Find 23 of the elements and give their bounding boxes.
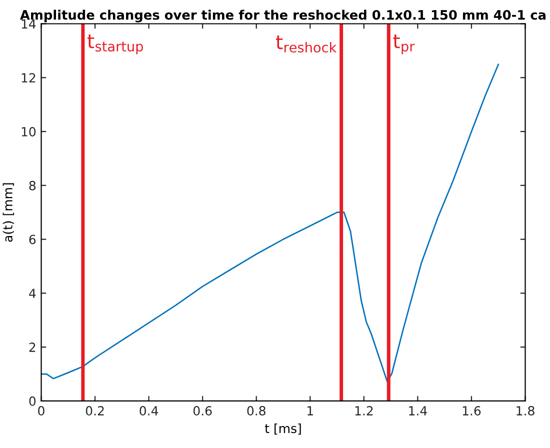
x-tick-label: 1.6	[462, 406, 481, 416]
x-tick-label: 1.8	[516, 406, 534, 416]
y-axis-title: a(t) [mm]	[2, 183, 14, 242]
y-tick-label: 0	[29, 396, 36, 406]
ref-line-label: t$_{pr}$	[393, 34, 415, 54]
x-tick-label: 1.2	[355, 406, 373, 416]
ref-line-label: t$_{startup}$	[87, 34, 143, 54]
x-tick-label: 1.4	[409, 406, 427, 416]
x-tick-label: 0.2	[86, 406, 104, 416]
y-tick-label: 8	[29, 180, 36, 190]
y-tick-label: 12	[22, 73, 36, 82]
y-tick-label: 6	[29, 234, 36, 244]
ref-line-label: t$_{reshock}$	[276, 35, 337, 53]
line-series	[41, 64, 500, 383]
y-tick-label: 2	[29, 342, 36, 352]
x-tick-label: 0.8	[247, 406, 266, 416]
x-tick-label: 0.6	[193, 406, 212, 416]
x-tick-label: 1	[308, 406, 313, 416]
x-axis-title: t [ms]	[264, 423, 301, 435]
y-tick-label: 10	[22, 126, 36, 136]
x-tick-label: 0	[38, 406, 44, 416]
y-tick-label: 4	[29, 288, 36, 298]
x-tick-label: 0.4	[140, 406, 158, 416]
